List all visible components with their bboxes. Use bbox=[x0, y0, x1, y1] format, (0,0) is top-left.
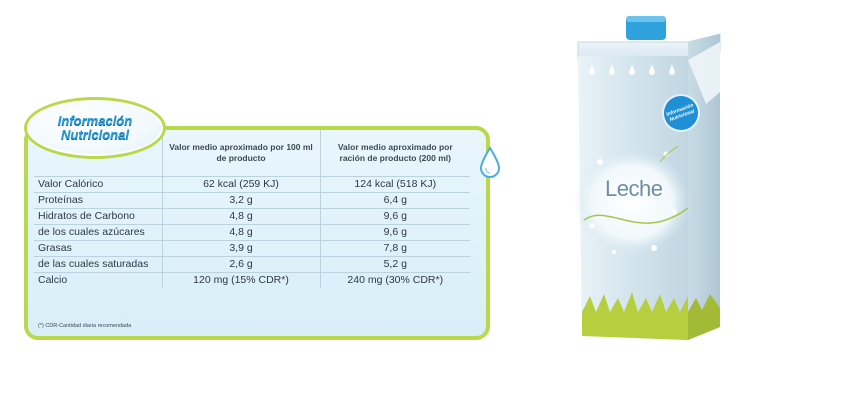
table-row: Proteínas 3,2 g 6,4 g bbox=[34, 192, 470, 209]
row-per-serving: 9,6 g bbox=[319, 224, 470, 241]
table-row: de las cuales saturadas 2,6 g 5,2 g bbox=[34, 256, 470, 273]
table-row: Grasas 3,9 g 7,8 g bbox=[34, 240, 470, 257]
row-label: de los cuales azúcares bbox=[34, 224, 162, 241]
row-label: Valor Calórico bbox=[34, 176, 162, 193]
header-per-100ml: Valor medio aproximado por 100 ml de pro… bbox=[161, 130, 320, 177]
row-per-serving: 240 mg (30% CDR*) bbox=[319, 272, 470, 288]
table-row: Hidratos de Carbono 4,8 g 9,6 g bbox=[34, 208, 470, 225]
nutrition-info-badge: Información Nutricional bbox=[24, 97, 166, 159]
row-label: Hidratos de Carbono bbox=[34, 208, 162, 225]
row-per-100ml: 3,9 g bbox=[161, 240, 320, 257]
row-per-100ml: 3,2 g bbox=[161, 192, 320, 209]
row-per-serving: 124 kcal (518 KJ) bbox=[319, 176, 470, 193]
badge-line-2: Nutricional bbox=[61, 127, 129, 142]
badge-line-1: Información bbox=[57, 113, 133, 128]
row-per-100ml: 2,6 g bbox=[161, 256, 320, 273]
row-per-100ml: 4,8 g bbox=[161, 208, 320, 225]
row-per-serving: 7,8 g bbox=[319, 240, 470, 257]
row-per-100ml: 4,8 g bbox=[161, 224, 320, 241]
table-row: Calcio 120 mg (15% CDR*) 240 mg (30% CDR… bbox=[34, 272, 470, 288]
row-label: Calcio bbox=[38, 274, 68, 287]
header-per-serving: Valor medio aproximado por ración de pro… bbox=[319, 130, 470, 177]
row-per-serving: 6,4 g bbox=[319, 192, 470, 209]
table-row: de los cuales azúcares 4,8 g 9,6 g bbox=[34, 224, 470, 241]
row-per-100ml: 120 mg (15% CDR*) bbox=[161, 272, 320, 288]
row-per-serving: 5,2 g bbox=[319, 256, 470, 273]
row-label: Grasas bbox=[34, 240, 162, 257]
row-per-serving: 9,6 g bbox=[319, 208, 470, 225]
carton-product-label: Leche bbox=[605, 176, 663, 201]
row-label: Proteínas bbox=[34, 192, 162, 209]
row-label: de las cuales saturadas bbox=[34, 256, 162, 273]
row-per-100ml: 62 kcal (259 KJ) bbox=[161, 176, 320, 193]
footnote: (*) CDR-Cantidad diaria recomendada bbox=[38, 323, 132, 329]
table-row: Valor Calórico 62 kcal (259 KJ) 124 kcal… bbox=[34, 176, 470, 193]
water-drop-icon bbox=[479, 146, 501, 178]
